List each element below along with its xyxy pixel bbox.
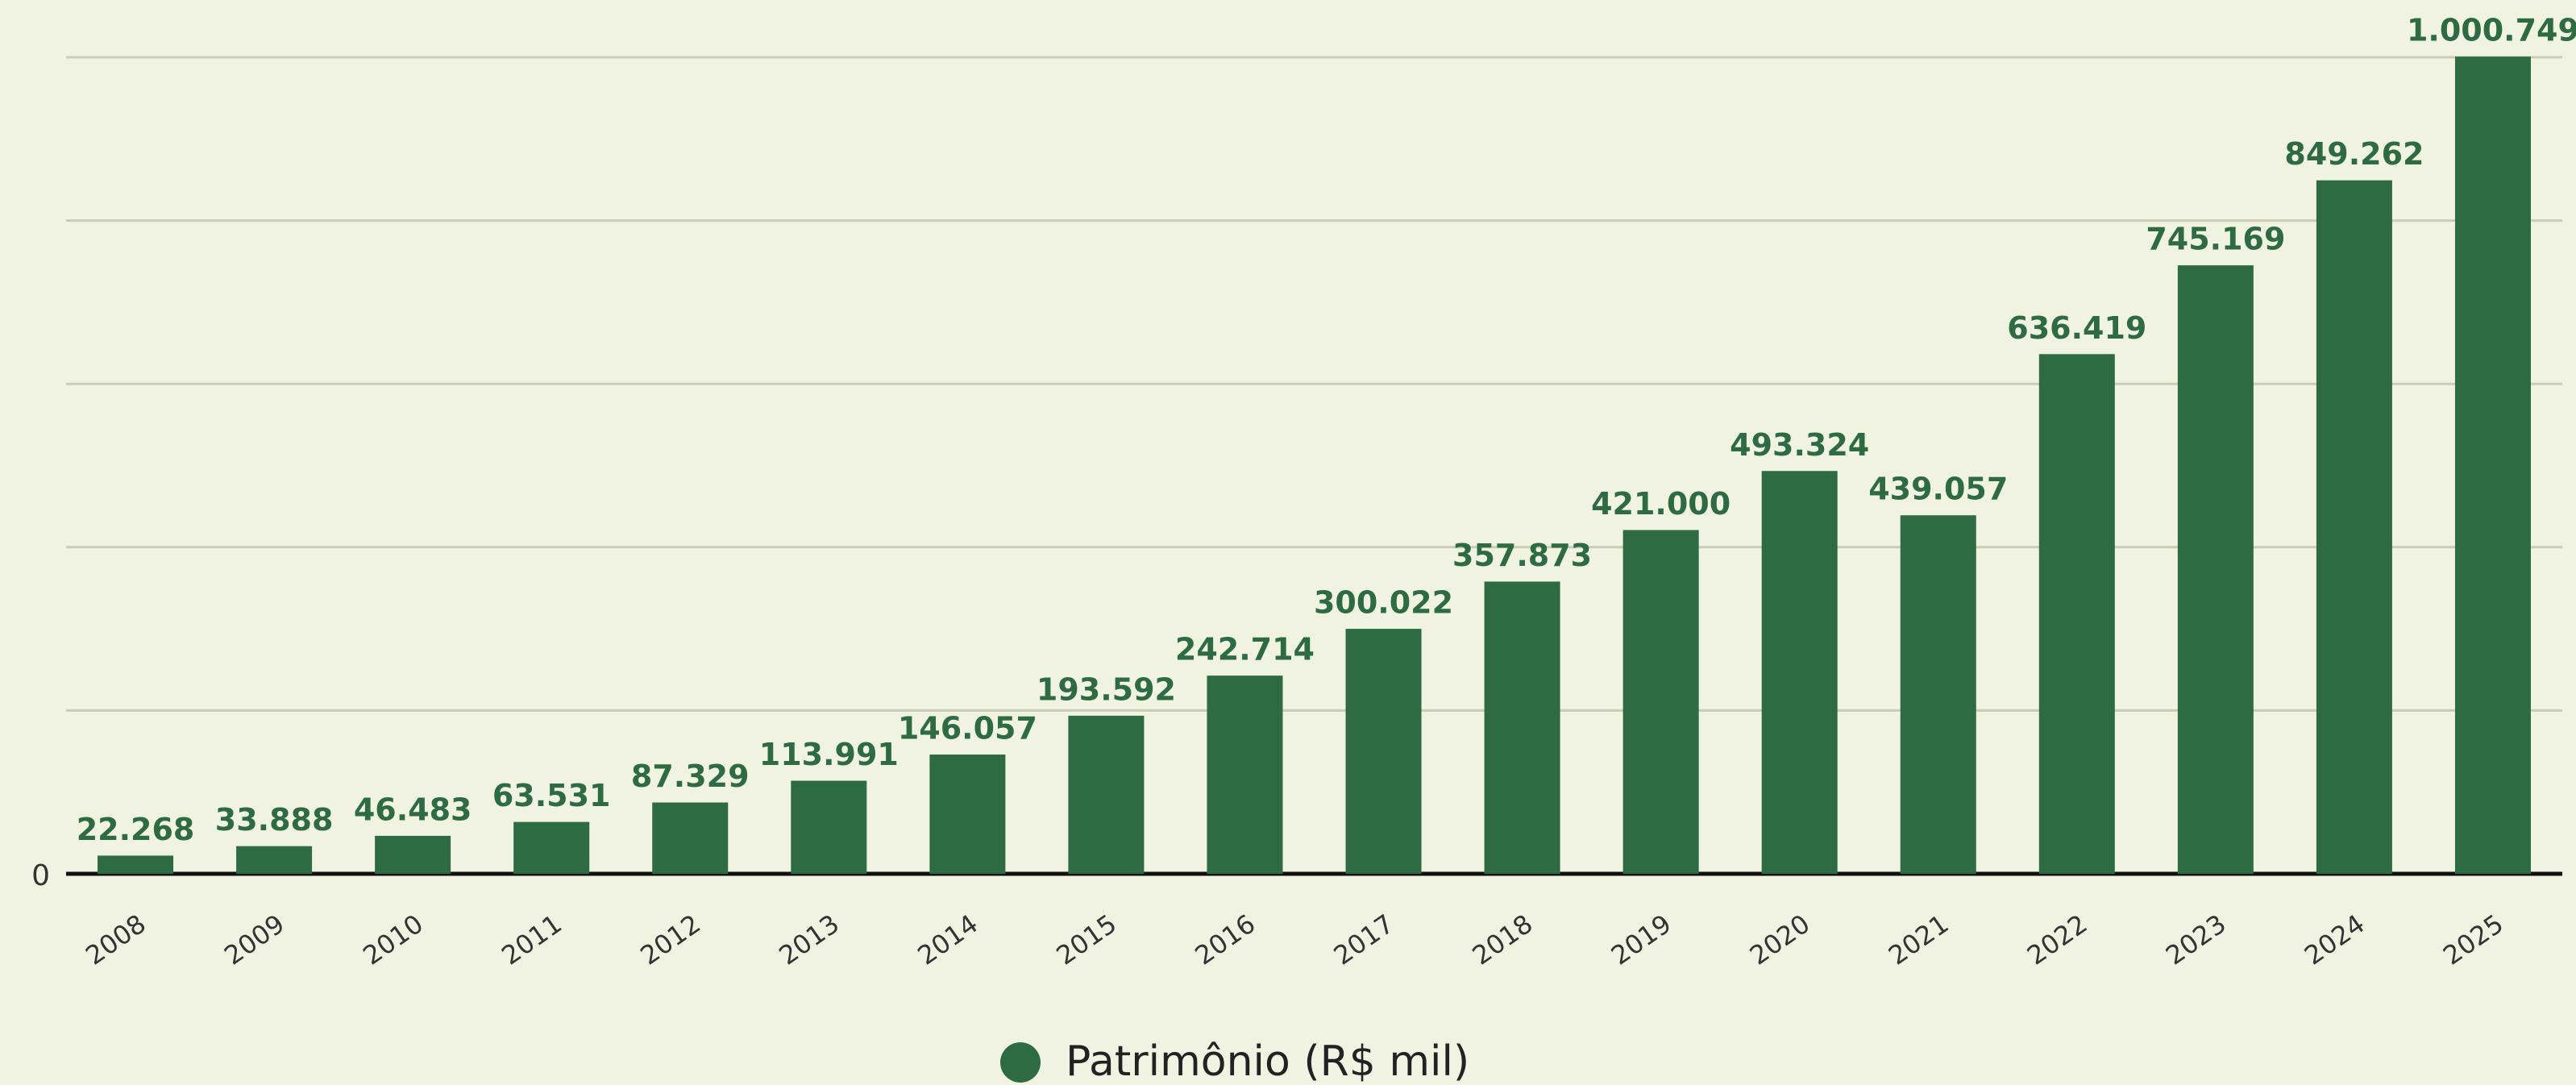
bar [1207, 676, 1283, 874]
legend-marker [1000, 1042, 1041, 1083]
legend-label: Patrimônio (R$ mil) [1066, 1037, 1469, 1085]
bar [1484, 581, 1560, 874]
value-label: 113.991 [759, 737, 899, 772]
value-label: 849.262 [2284, 136, 2424, 172]
value-label: 1.000.749 [2407, 13, 2576, 48]
bar [2038, 354, 2115, 874]
value-label: 636.419 [2007, 310, 2146, 346]
value-label: 242.714 [1175, 632, 1315, 667]
bar [1761, 471, 1838, 874]
value-label: 357.873 [1452, 538, 1592, 573]
value-label: 46.483 [354, 792, 472, 827]
bar [2177, 265, 2254, 874]
value-label: 193.592 [1037, 671, 1176, 707]
bar [652, 802, 729, 874]
value-label: 22.268 [77, 812, 195, 847]
bar [1068, 715, 1145, 874]
bar [98, 855, 174, 874]
bar [1622, 530, 1699, 874]
value-label: 33.888 [215, 802, 334, 838]
bar [375, 835, 451, 874]
bar [1345, 629, 1422, 874]
bar [2316, 180, 2392, 874]
value-label: 421.000 [1591, 486, 1730, 522]
bar [1900, 515, 1976, 874]
value-label: 146.057 [898, 711, 1037, 746]
y-tick-label: 0 [31, 859, 50, 892]
value-label: 745.169 [2146, 222, 2285, 257]
bar [513, 821, 590, 874]
bar [929, 755, 1006, 874]
value-label: 63.531 [492, 778, 611, 813]
value-label: 439.057 [1868, 472, 2008, 507]
bar [791, 780, 867, 874]
value-label: 87.329 [631, 759, 750, 794]
value-label: 300.022 [1314, 585, 1453, 621]
value-label: 493.324 [1730, 427, 1869, 463]
bar [2454, 56, 2531, 874]
bar [236, 846, 313, 874]
